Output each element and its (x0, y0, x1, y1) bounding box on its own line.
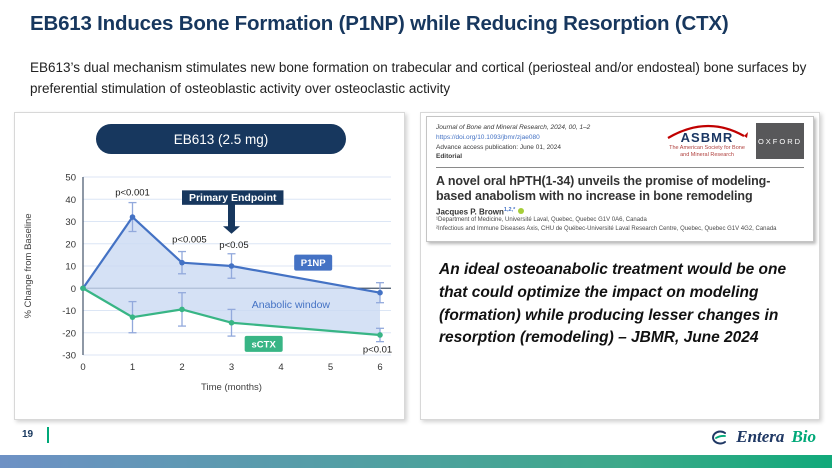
article-author: Jacques P. Brown1,2,* (436, 206, 804, 217)
anabolic-window-label: Anabolic window (252, 299, 331, 311)
p-value-label: p<0.05 (219, 240, 248, 251)
data-point-sCTX (377, 332, 383, 338)
journal-meta: Journal of Bone and Mineral Research, 20… (436, 123, 590, 162)
x-tick-label: 1 (130, 362, 135, 373)
journal-advance-access: Advance access publication: June 01, 202… (436, 143, 562, 151)
primary-endpoint-arrow-icon (223, 203, 240, 234)
asbmr-name: ASBMR (680, 130, 734, 145)
x-tick-label: 2 (179, 362, 184, 373)
legend-badge-label: sCTX (252, 339, 277, 350)
x-tick-label: 5 (328, 362, 333, 373)
brand-entera: Entera (736, 427, 785, 446)
journal-doi-link[interactable]: https://doi.org/10.1093/jbmr/zjae080 (436, 133, 540, 141)
asbmr-tagline: The American Society for Bone and Minera… (669, 145, 745, 159)
page-number: 19 (22, 429, 34, 440)
legend-badge-P1NP (294, 254, 333, 271)
data-point-P1NP (377, 289, 383, 296)
oxford-logo: OXFORD (756, 123, 804, 159)
primary-endpoint-box (182, 190, 284, 205)
data-point-sCTX (129, 314, 136, 320)
y-axis-title: % Change from Baseline (23, 213, 34, 318)
journal-article-type: Editorial (436, 153, 463, 161)
p-value-label: p<0.01 (363, 344, 392, 355)
legend-badge-label: P1NP (301, 258, 326, 269)
data-point-P1NP (228, 263, 235, 269)
journal-clipping: Journal of Bone and Mineral Research, 20… (426, 116, 814, 242)
brand-bio: Bio (791, 427, 816, 446)
primary-endpoint-label: Primary Endpoint (189, 192, 277, 204)
y-tick-label: 30 (65, 217, 76, 228)
affiliation-1: ¹Department of Medicine, Université Lava… (436, 217, 647, 224)
journal-logos: ASBMR The American Society for Bone and … (664, 123, 804, 159)
asbmr-arc-icon (667, 124, 748, 139)
data-point-P1NP (179, 259, 185, 266)
y-tick-label: 40 (65, 195, 76, 206)
x-tick-label: 6 (377, 362, 382, 373)
footer-divider (47, 427, 49, 443)
orcid-icon (518, 208, 525, 215)
chart-header-pill: EB613 (2.5 mg) (96, 124, 346, 154)
asbmr-logo: ASBMR The American Society for Bone and … (664, 123, 750, 159)
jbmr-quote: An ideal osteoanabolic treatment would b… (439, 261, 787, 347)
chart-panel: EB613 (2.5 mg) 50 40 30 20 10 0 -10 -20 -30 0 1 2 3 4… (14, 112, 405, 420)
data-point-sCTX (80, 285, 86, 292)
author-name: Jacques P. Brown (436, 207, 504, 217)
p-value-label: p<0.001 (115, 188, 150, 199)
data-point-sCTX (228, 319, 235, 326)
x-tick-label: 0 (80, 362, 85, 373)
y-tick-label: -30 (62, 351, 76, 362)
bottom-gradient-bar (0, 455, 832, 468)
journal-divider (436, 167, 804, 168)
slide-subtitle: EB613’s dual mechanism stimulates new bo… (30, 60, 807, 96)
p-value-label: p<0.005 (172, 234, 207, 245)
affiliation-2: ²Infectious and Immune Diseases Axis, CH… (436, 225, 777, 232)
data-point-P1NP (129, 214, 136, 220)
page-title: EB613 Induces Bone Formation (P1NP) whil… (30, 12, 729, 35)
y-tick-label: -20 (62, 328, 76, 339)
legend-badge-sCTX (244, 335, 283, 352)
entera-bio-logo: Entera Bio (709, 427, 816, 447)
journal-panel: Journal of Bone and Mineral Research, 20… (420, 112, 820, 420)
journal-header: Journal of Bone and Mineral Research, 20… (436, 123, 804, 162)
article-title: A novel oral hPTH(1-34) unveils the prom… (436, 174, 771, 203)
y-tick-label: 50 (65, 173, 76, 184)
y-tick-label: -10 (62, 306, 76, 317)
x-tick-label: 3 (229, 362, 234, 373)
x-axis-title: Time (months) (201, 382, 262, 393)
x-tick-label: 4 (278, 362, 283, 373)
author-superscript: 1,2,* (503, 206, 516, 213)
y-tick-label: 0 (71, 284, 76, 295)
journal-citation: Journal of Bone and Mineral Research, 20… (436, 124, 591, 131)
y-tick-label: 10 (65, 262, 76, 273)
y-tick-label: 20 (65, 239, 76, 250)
data-point-sCTX (179, 306, 185, 313)
entera-swirl-icon (712, 430, 727, 444)
line-chart: 50 40 30 20 10 0 -10 -20 -30 0 1 2 3 4 5 6 Time (months)… (23, 173, 392, 394)
